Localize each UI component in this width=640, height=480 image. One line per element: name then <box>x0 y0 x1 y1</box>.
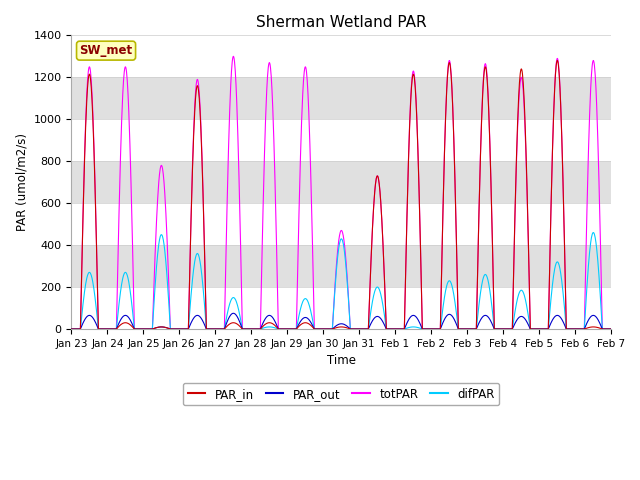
Bar <box>72 36 611 77</box>
Y-axis label: PAR (umol/m2/s): PAR (umol/m2/s) <box>15 133 28 231</box>
Bar <box>72 245 611 287</box>
Text: SW_met: SW_met <box>79 44 132 57</box>
Bar <box>72 119 611 161</box>
Bar <box>72 161 611 203</box>
Title: Sherman Wetland PAR: Sherman Wetland PAR <box>256 15 426 30</box>
Bar <box>72 287 611 329</box>
X-axis label: Time: Time <box>326 354 356 367</box>
Bar <box>72 77 611 119</box>
Legend: PAR_in, PAR_out, totPAR, difPAR: PAR_in, PAR_out, totPAR, difPAR <box>183 383 499 405</box>
Bar <box>72 203 611 245</box>
